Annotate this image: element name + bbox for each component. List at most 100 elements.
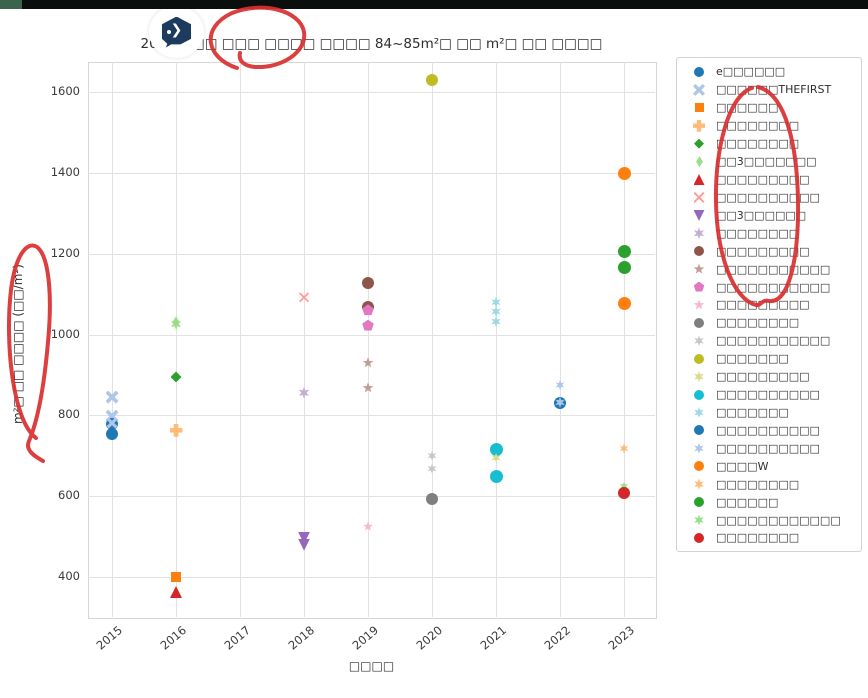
legend-marker-icon — [688, 425, 710, 436]
scatter-point — [491, 305, 501, 317]
legend-label: □□□□□□□□□□□ — [716, 280, 831, 294]
legend-item: □□□□□□□□ — [677, 135, 861, 153]
legend-marker-icon — [688, 461, 710, 472]
legend-item: □□3□□□□□□ — [677, 206, 861, 224]
scatter-point — [299, 292, 309, 303]
legend-marker-icon — [688, 191, 710, 203]
legend-marker-icon — [688, 389, 710, 400]
legend-item: □□□□□□ — [677, 99, 861, 117]
legend-label: □□□□□□□ — [716, 405, 789, 419]
legend-label: □□□□□□□□□ — [716, 172, 810, 186]
gridline-y — [88, 172, 655, 174]
legend-item: □□□□□□□□□□□ — [677, 260, 861, 278]
legend-marker-icon — [688, 514, 710, 526]
legend-marker-icon — [688, 406, 710, 418]
chevron-glyph: ❯ — [170, 22, 183, 38]
scatter-point — [298, 386, 310, 399]
legend-marker-icon — [688, 299, 710, 310]
scatter-point — [619, 443, 629, 454]
scatter-point — [617, 167, 631, 181]
scatter-point — [171, 572, 181, 582]
chat-bubble-icon: ❯ — [161, 16, 192, 48]
gridline-y — [88, 577, 655, 578]
scatter-point — [617, 245, 631, 259]
legend-item: □□□□□□□□ — [677, 529, 861, 547]
legend-marker-icon — [688, 66, 710, 77]
scatter-point — [363, 521, 373, 531]
scatter-point — [491, 316, 501, 328]
gridline-x — [432, 62, 433, 617]
legend-item: □□□□□□□□□□□ — [677, 332, 861, 350]
scatter-point — [620, 481, 628, 491]
legend-marker-icon — [688, 156, 710, 168]
legend-marker-icon — [688, 83, 710, 96]
scatter-point — [489, 470, 503, 484]
y-tick-label: 1400 — [50, 164, 80, 179]
legend-label: □□□□□□□□ — [716, 531, 800, 545]
y-tick-label: 1600 — [50, 84, 80, 98]
legend-label: □□□□□□□□□□ — [716, 190, 820, 204]
legend-marker-icon — [688, 478, 710, 490]
legend-item: □□□□□□□□□ — [677, 171, 861, 189]
scatter-point — [105, 390, 119, 404]
legend-item: □□□□□□□□□□□ — [677, 278, 861, 296]
legend-label: □□□□□□□□ — [716, 119, 800, 133]
scatter-point — [426, 493, 438, 506]
scatter-point — [491, 296, 501, 308]
legend-item: □□□□□□□□ — [677, 117, 861, 135]
scatter-point — [170, 371, 182, 383]
gridline-y — [88, 253, 655, 255]
scatter-point — [362, 319, 374, 331]
scatter-point — [489, 443, 503, 457]
scatter-point — [618, 486, 630, 499]
scatter-point — [106, 417, 118, 429]
legend-item: □□□□□□□□□ — [677, 242, 861, 260]
legend-label: □□□□□□□□□□□□ — [716, 513, 841, 527]
legend-item: □□□□□□□□ — [677, 475, 861, 493]
legend-label: □□□□□□ — [716, 101, 779, 115]
legend-label: □□□□□□□ — [716, 352, 789, 366]
legend-box: e□□□□□□ □□□□□□THEFIRST □□□□□□ □□□□□□□□ □□□□□… — [676, 57, 862, 552]
legend-item: □□□□□□□□□□ — [677, 188, 861, 206]
legend-item: □□□□□□ — [677, 493, 861, 511]
legend-label: □□□□□□□□□□ — [716, 423, 820, 437]
gridline-x — [240, 62, 241, 617]
legend-label: □□□□□□□□□□□ — [716, 262, 831, 276]
y-tick-label: 800 — [58, 407, 80, 422]
legend-item: □□□□□□THEFIRST — [677, 81, 861, 99]
gridline-x — [304, 62, 305, 617]
legend-label: □□□□□□□□□ — [716, 298, 810, 312]
legend-item: □□□□W — [677, 457, 861, 475]
y-tick-label: 600 — [58, 488, 80, 503]
chat-bot-avatar: ❯ — [149, 6, 204, 58]
legend-marker-icon — [688, 138, 710, 149]
y-tick-label: 1000 — [50, 326, 80, 341]
scatter-point — [172, 316, 180, 329]
top-progress-bar-green-segment — [0, 0, 22, 9]
legend-marker-icon — [688, 353, 710, 364]
legend-item: □□□□□□□□ — [677, 224, 861, 242]
gridline-y — [88, 92, 655, 93]
legend-marker-icon — [688, 335, 710, 347]
scatter-point — [555, 396, 565, 408]
plot-area — [88, 62, 657, 619]
bubble-dot — [167, 29, 171, 34]
legend-label: e□□□□□□ — [716, 65, 786, 79]
legend-label: □□□□□□□□ — [716, 137, 800, 151]
scatter-point — [362, 304, 374, 316]
legend-item: □□3□□□□□□□ — [677, 153, 861, 171]
legend-label: □□□□□□□□ — [716, 316, 800, 330]
top-progress-bar — [0, 0, 868, 9]
gridline-y — [88, 334, 655, 336]
legend-label: □□3□□□□□□□ — [716, 155, 817, 169]
legend-label: □□□□□□□□□ — [716, 370, 810, 384]
gridline-x — [624, 62, 625, 617]
gridline-x — [176, 62, 177, 617]
legend-marker-icon — [688, 119, 710, 132]
scatter-point — [555, 380, 565, 391]
gridline-x — [112, 62, 113, 617]
legend-item: □□□□□□□□□ — [677, 368, 861, 386]
legend-marker-icon — [688, 103, 710, 113]
gridline-x — [560, 62, 561, 617]
